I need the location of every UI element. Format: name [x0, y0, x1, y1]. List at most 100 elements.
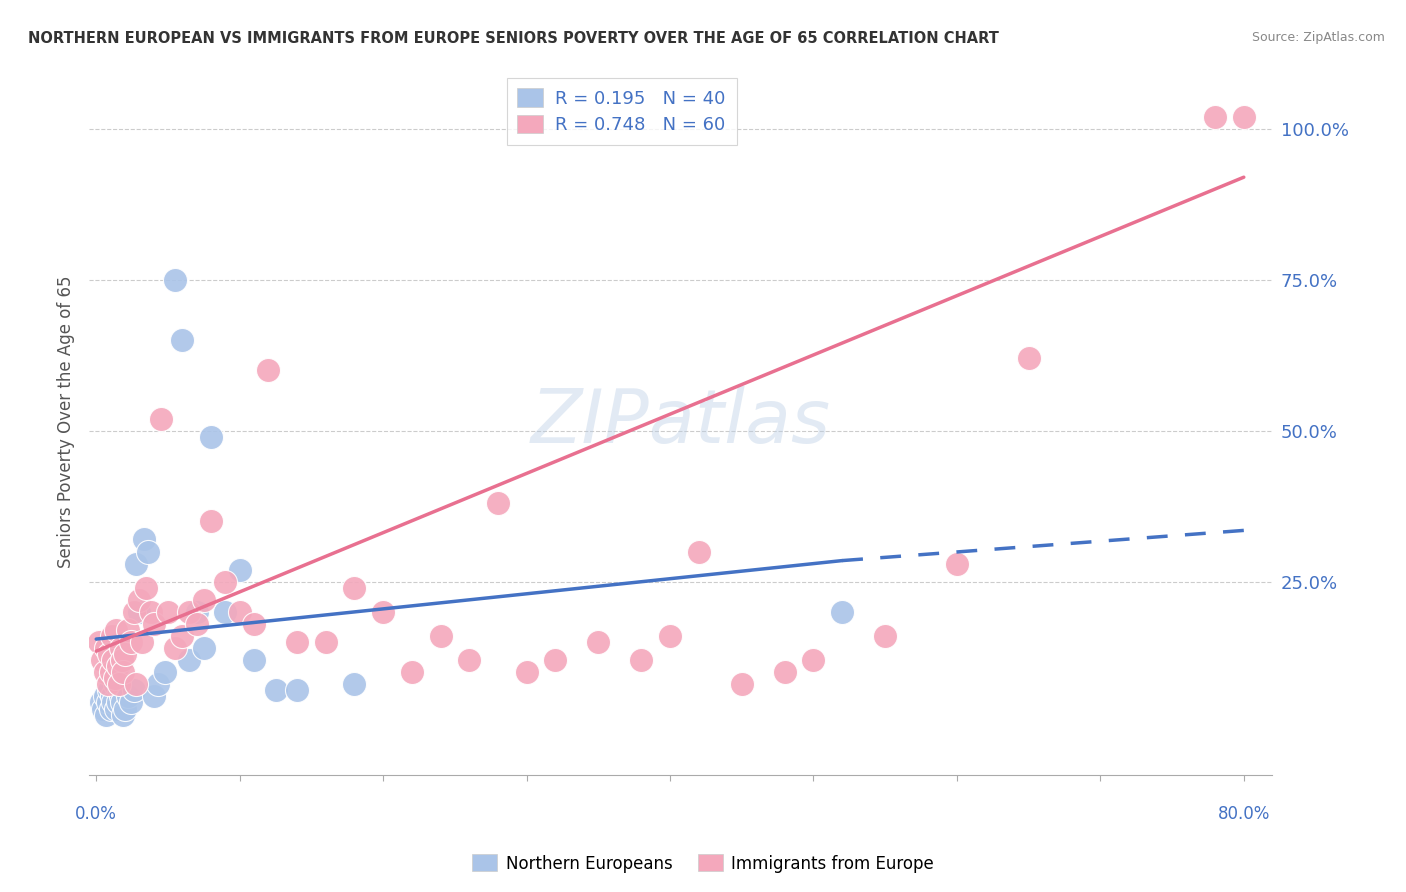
Point	[285, 683, 308, 698]
Text: Source: ZipAtlas.com: Source: ZipAtlas.com	[1251, 31, 1385, 45]
Point	[139, 605, 162, 619]
Point	[630, 653, 652, 667]
Y-axis label: Seniors Poverty Over the Age of 65: Seniors Poverty Over the Age of 65	[58, 276, 75, 568]
Point	[588, 635, 610, 649]
Point	[946, 557, 969, 571]
Point	[101, 629, 124, 643]
Point	[108, 677, 131, 691]
Point	[132, 533, 155, 547]
Point	[343, 677, 366, 691]
Point	[243, 653, 266, 667]
Point	[122, 605, 145, 619]
Point	[688, 544, 710, 558]
Point	[120, 696, 142, 710]
Point	[107, 696, 129, 710]
Point	[142, 617, 165, 632]
Text: 0.0%: 0.0%	[76, 805, 117, 823]
Point	[659, 629, 682, 643]
Point	[104, 671, 127, 685]
Point	[108, 683, 131, 698]
Point	[172, 629, 194, 643]
Point	[101, 690, 124, 704]
Point	[114, 701, 136, 715]
Point	[1204, 110, 1226, 124]
Point	[105, 623, 128, 637]
Point	[200, 514, 222, 528]
Point	[98, 647, 121, 661]
Point	[125, 677, 148, 691]
Point	[544, 653, 567, 667]
Point	[100, 701, 122, 715]
Point	[120, 635, 142, 649]
Point	[117, 690, 139, 704]
Point	[98, 683, 121, 698]
Point	[93, 701, 115, 715]
Point	[142, 690, 165, 704]
Point	[1233, 110, 1256, 124]
Point	[122, 683, 145, 698]
Point	[103, 696, 125, 710]
Point	[458, 653, 481, 667]
Point	[214, 605, 236, 619]
Point	[315, 635, 337, 649]
Point	[117, 623, 139, 637]
Point	[401, 665, 423, 680]
Point	[156, 605, 179, 619]
Text: 80.0%: 80.0%	[1218, 805, 1270, 823]
Point	[193, 641, 215, 656]
Point	[243, 617, 266, 632]
Point	[516, 665, 538, 680]
Point	[172, 333, 194, 347]
Point	[104, 677, 127, 691]
Point	[875, 629, 897, 643]
Point	[371, 605, 394, 619]
Point	[1018, 351, 1040, 366]
Point	[193, 592, 215, 607]
Point	[165, 273, 187, 287]
Point	[90, 696, 112, 710]
Point	[114, 647, 136, 661]
Point	[131, 635, 153, 649]
Point	[214, 574, 236, 589]
Point	[803, 653, 825, 667]
Point	[128, 605, 150, 619]
Point	[200, 430, 222, 444]
Point	[110, 641, 132, 656]
Point	[486, 496, 509, 510]
Point	[94, 665, 117, 680]
Point	[285, 635, 308, 649]
Point	[179, 653, 201, 667]
Point	[103, 653, 125, 667]
Point	[228, 563, 250, 577]
Point	[125, 557, 148, 571]
Point	[257, 363, 280, 377]
Point	[136, 544, 159, 558]
Text: NORTHERN EUROPEAN VS IMMIGRANTS FROM EUROPE SENIORS POVERTY OVER THE AGE OF 65 C: NORTHERN EUROPEAN VS IMMIGRANTS FROM EUR…	[28, 31, 1000, 46]
Point	[112, 707, 135, 722]
Point	[429, 629, 451, 643]
Point	[831, 605, 853, 619]
Point	[97, 677, 120, 691]
Point	[186, 617, 208, 632]
Point	[105, 701, 128, 715]
Point	[96, 641, 118, 656]
Point	[110, 690, 132, 704]
Point	[96, 707, 118, 722]
Point	[111, 696, 134, 710]
Point	[135, 581, 157, 595]
Point	[146, 677, 169, 691]
Point	[111, 653, 134, 667]
Text: ZIPatlas: ZIPatlas	[530, 385, 831, 458]
Point	[107, 659, 129, 673]
Point	[179, 605, 201, 619]
Point	[264, 683, 287, 698]
Point	[149, 411, 172, 425]
Point	[731, 677, 754, 691]
Point	[100, 665, 122, 680]
Legend: R = 0.195   N = 40, R = 0.748   N = 60: R = 0.195 N = 40, R = 0.748 N = 60	[506, 78, 737, 145]
Point	[97, 696, 120, 710]
Legend: Northern Europeans, Immigrants from Europe: Northern Europeans, Immigrants from Euro…	[465, 847, 941, 880]
Point	[165, 641, 187, 656]
Point	[112, 665, 135, 680]
Point	[228, 605, 250, 619]
